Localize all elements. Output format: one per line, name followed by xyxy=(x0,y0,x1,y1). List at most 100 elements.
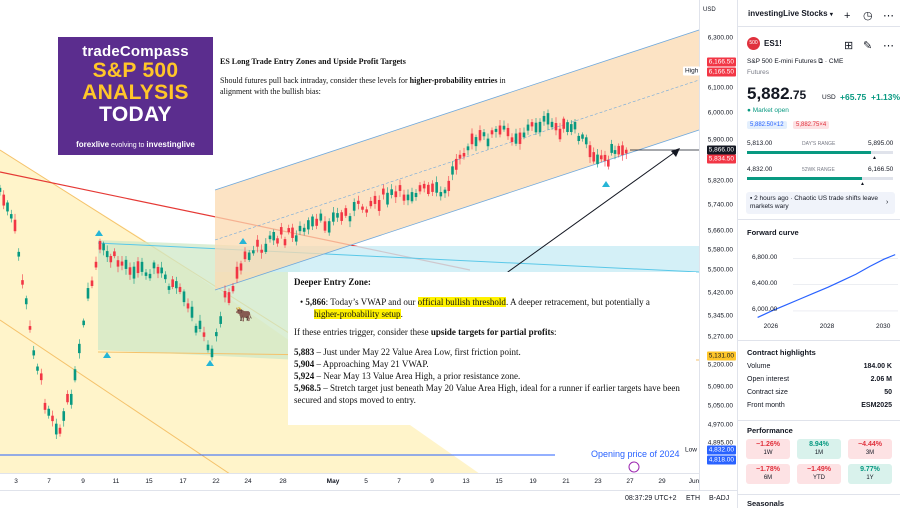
more-icon[interactable]: ⋯ xyxy=(883,10,894,22)
price-tick: 5,900.00 xyxy=(707,136,733,144)
candle-body xyxy=(283,239,287,246)
candle-body xyxy=(239,263,243,271)
contract-highlights-title: Contract highlights xyxy=(747,348,816,357)
candle-body xyxy=(470,133,474,145)
news-item[interactable]: ▪ 2 hours ago · Chaotic US trade shifts … xyxy=(746,192,895,214)
price-tick: 4,895.00 xyxy=(707,439,733,447)
session-toggle[interactable]: ETH xyxy=(686,495,700,502)
candle-body xyxy=(73,369,77,381)
time-tick: 7 xyxy=(47,478,51,485)
time-axis[interactable]: 3 7 9 11 15 17 22 24 28 May 5 7 9 13 15 19 21 23 27 29 Jun xyxy=(0,473,699,490)
highlight-label: Volume xyxy=(747,363,771,370)
candle-body xyxy=(569,124,573,133)
highlight-label: Front month xyxy=(747,402,785,409)
currency-label[interactable]: USD xyxy=(703,7,716,13)
divider xyxy=(738,494,900,495)
marker-arrow-up-1 xyxy=(95,230,103,236)
note-title: Deeper Entry Zone: xyxy=(294,277,371,287)
price-change-pct: +1.13% xyxy=(871,92,900,102)
performance-tile-3m[interactable]: −4.44% 3M xyxy=(848,439,892,459)
candle-body xyxy=(431,183,434,192)
fc-y-tick: 6,400.00 xyxy=(752,279,778,287)
candle-body xyxy=(398,185,402,191)
time-tick: 13 xyxy=(462,478,470,485)
fc-x-tick: 2028 xyxy=(819,323,835,330)
candle-body xyxy=(603,154,607,161)
candle-body xyxy=(369,200,373,207)
candle-body xyxy=(327,221,331,233)
candle-body xyxy=(486,138,490,147)
candle-body xyxy=(206,344,210,351)
candle-body xyxy=(202,332,206,337)
performance-period: 1Y xyxy=(866,475,874,481)
wk-high: 6,166.50 xyxy=(868,166,894,173)
clock[interactable]: 08:37:29 UTC+2 xyxy=(625,495,677,502)
exchange: CME xyxy=(828,58,844,65)
candle-body xyxy=(171,279,174,287)
external-link-icon[interactable]: ⧉ xyxy=(818,58,824,65)
logo-banner: tradeCompass S&P 500 ANALYSIS TODAY fore… xyxy=(58,37,213,155)
time-tick: 5 xyxy=(364,478,368,485)
candle-body xyxy=(0,187,2,192)
grid-icon[interactable]: ⊞ xyxy=(844,40,854,52)
clock-icon[interactable]: ◷ xyxy=(863,10,873,22)
candle-body xyxy=(243,251,247,260)
entry-highlight-1: official bullish threshold xyxy=(417,297,506,307)
event-marker[interactable] xyxy=(628,461,640,473)
article-intro: Should futures pull back intraday, consi… xyxy=(220,75,530,97)
performance-tile-1y[interactable]: 9.77% 1Y xyxy=(848,464,892,484)
performance-tile-ytd[interactable]: −1.49% YTD xyxy=(797,464,841,484)
candle-body xyxy=(2,194,6,206)
target-text: – Stretch target just beneath May 20 Val… xyxy=(294,383,680,405)
candle-body xyxy=(109,256,113,263)
candle-body xyxy=(160,267,163,274)
candle-body xyxy=(268,235,272,240)
candle-body xyxy=(581,134,584,139)
marker-arrow-up-3 xyxy=(103,352,111,358)
candle-body xyxy=(124,259,128,269)
price-tick: 5,345.00 xyxy=(707,312,733,320)
instrument-category: Futures xyxy=(747,69,770,76)
wk-range-marker-icon: ▲ xyxy=(860,181,865,187)
candle-body xyxy=(21,280,24,285)
chevron-right-icon[interactable]: › xyxy=(886,199,889,206)
candle-body xyxy=(340,212,343,221)
candle-body xyxy=(427,184,430,195)
price-badge-low-label: Low xyxy=(683,445,699,455)
chart-area[interactable]: 🐂 tradeCompass S&P 500 ANALYSIS TODAY fo… xyxy=(0,0,737,508)
target-arrowhead xyxy=(671,148,680,157)
price-tick: 5,050.00 xyxy=(707,402,733,410)
performance-tile-6m[interactable]: −1.78% 6M xyxy=(746,464,790,484)
performance-tile-1w[interactable]: −1.26% 1W xyxy=(746,439,790,459)
entry-highlight-2: higher-probability setup xyxy=(314,309,401,319)
candle-body xyxy=(402,194,406,201)
candle-body xyxy=(69,393,73,405)
candle-body xyxy=(588,145,592,158)
adjustment-toggle[interactable]: B-ADJ xyxy=(709,495,730,502)
candle-body xyxy=(510,137,514,143)
candle-body xyxy=(542,115,546,122)
forward-curve-line xyxy=(757,254,896,318)
watchlist-title[interactable]: investingLive Stocks ▾ xyxy=(748,9,833,18)
seasonals-title: Seasonals xyxy=(747,499,785,508)
candle-body xyxy=(344,208,348,216)
candle-body xyxy=(406,194,410,201)
candle-body xyxy=(394,191,398,198)
edit-icon[interactable]: ✎ xyxy=(863,40,873,52)
price-tick: 5,270.00 xyxy=(707,333,733,341)
watchlist-title-text: investingLive Stocks xyxy=(748,9,828,18)
performance-period: 3M xyxy=(865,450,875,456)
performance-tile-1m[interactable]: 8.94% 1M xyxy=(797,439,841,459)
more-icon[interactable]: ⋯ xyxy=(883,40,894,52)
price-axis[interactable]: 6,300.006,200.006,100.006,000.005,900.00… xyxy=(699,0,737,490)
logo-brand: tradeCompass xyxy=(82,43,189,60)
price-badge-low-value2: 4,818.00 xyxy=(706,455,736,465)
day-range-label: DAY'S RANGE xyxy=(802,141,836,147)
symbol-name[interactable]: ES1! xyxy=(764,39,782,48)
candle-body xyxy=(502,125,506,130)
day-high: 5,895.00 xyxy=(868,140,894,147)
candle-body xyxy=(140,261,144,272)
price-tick: 5,580.00 xyxy=(707,246,733,254)
candle-body xyxy=(132,266,136,279)
add-icon[interactable]: + xyxy=(844,10,851,22)
